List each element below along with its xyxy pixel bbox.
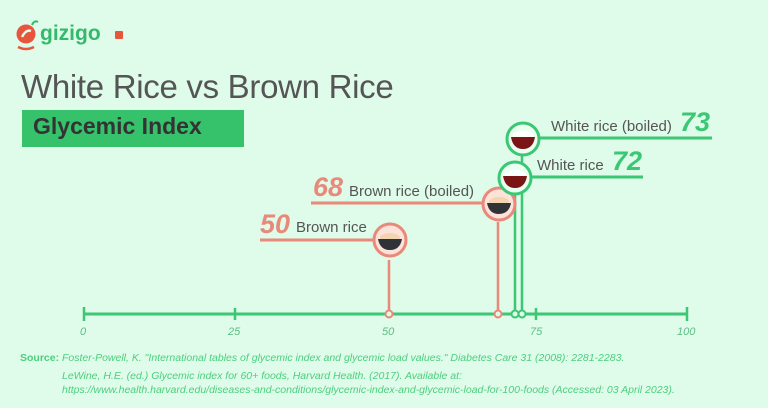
source-line-3: https://www.health.harvard.edu/diseases-… [62, 384, 675, 396]
tick-100: 100 [677, 326, 696, 338]
tick-0: 0 [80, 326, 87, 338]
brand-name: gizigo [40, 22, 101, 45]
white-rice-bowl-icon [497, 160, 533, 196]
brown-rice-label: Brown rice [296, 219, 367, 236]
source-line-1: Source: Foster-Powell, K. "International… [20, 352, 624, 364]
tick-50: 50 [382, 326, 395, 338]
source-text-1: Foster-Powell, K. "International tables … [62, 352, 625, 364]
gizigo-logo-icon [16, 20, 39, 51]
white-rice-label: White rice [537, 157, 604, 174]
brand-badge [115, 31, 123, 39]
source-label: Source: [20, 352, 60, 364]
subtitle-banner [22, 110, 244, 147]
page-title: White Rice vs Brown Rice [21, 68, 394, 105]
white-rice-value: 72 [612, 146, 643, 176]
white-rice-boiled-value: 73 [680, 107, 711, 137]
brown-rice-boiled-label: Brown rice (boiled) [349, 183, 475, 200]
white-rice-boiled-label: White rice (boiled) [551, 118, 672, 135]
brown-rice-boiled-value: 68 [313, 172, 344, 202]
source-line-2: LeWine, H.E. (ed.) Glycemic index for 60… [62, 370, 462, 382]
brown-rice-boiled-bowl-icon [481, 186, 517, 222]
tick-25: 25 [228, 326, 241, 338]
subtitle: Glycemic Index [33, 113, 202, 139]
brown-rice-bowl-icon [372, 222, 408, 258]
white-rice-boiled-bowl-icon [505, 121, 541, 157]
brown-rice-value: 50 [260, 209, 291, 239]
tick-75: 75 [530, 326, 543, 338]
